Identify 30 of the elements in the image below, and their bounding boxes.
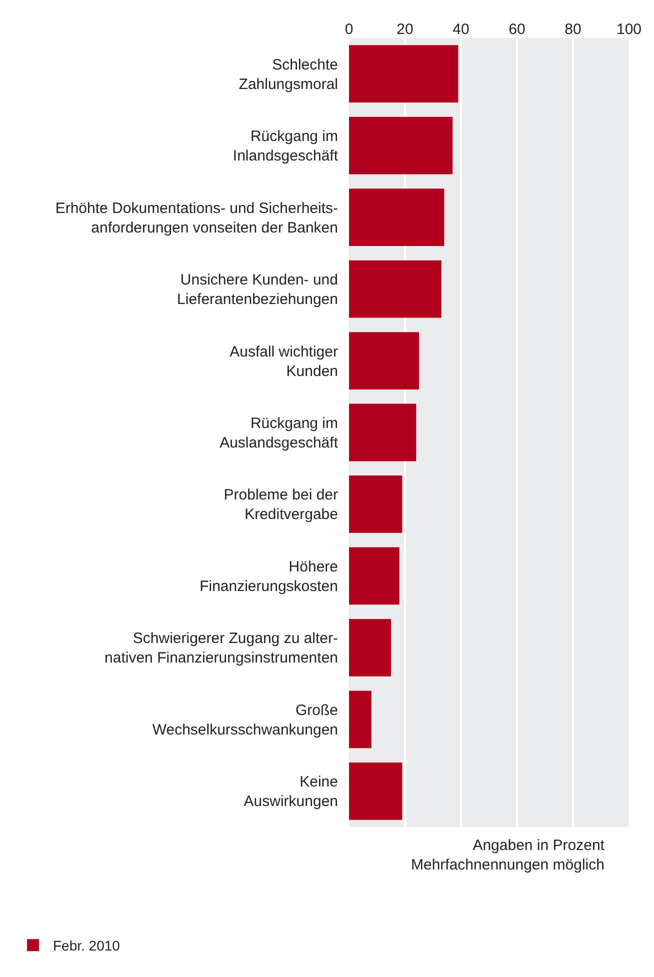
y-tick-label: Rückgang im Auslandsgeschäft <box>220 415 339 452</box>
y-tick-label: Keine Auswirkungen <box>244 774 338 810</box>
text: Angaben in Prozent Mehrfachnennungen möglich <box>411 837 606 874</box>
bar <box>349 404 416 462</box>
x-tick-label: 80 <box>564 21 582 38</box>
x-tick-label: 0 <box>344 21 354 38</box>
y-tick-label: Ausfall wichtiger Kunden <box>230 343 338 380</box>
y-tick-label: Schlechte Zahlungsmoral <box>238 56 338 93</box>
bar <box>349 618 391 676</box>
y-tick-label: Unsichere Kunden- und Lieferantenbeziehungen <box>177 272 338 308</box>
bar <box>349 547 400 605</box>
y-tick-label: Erhöhte Dokumentations- und Sicherheits- anforderungen vonseiten der Banken <box>55 200 338 236</box>
x-tick-label: 60 <box>508 21 526 38</box>
legend-label: Febr. 2010 <box>53 938 120 954</box>
bar <box>349 762 402 820</box>
x-tick-label: 40 <box>452 21 470 38</box>
x-tick-label: 100 <box>616 21 642 38</box>
bar <box>349 332 419 390</box>
bar <box>349 45 458 103</box>
x-tick-label: 20 <box>396 21 414 38</box>
y-tick-label: Rückgang im Inlandsgeschäft <box>232 128 339 165</box>
bar <box>349 476 402 533</box>
y-tick-label: Höhere Finanzierungskosten <box>200 558 338 595</box>
y-tick-label: Große Wechselkursschwankungen <box>152 702 338 738</box>
y-tick-label: Probleme bei der Kreditvergabe <box>224 486 338 524</box>
bar <box>349 260 442 318</box>
bar <box>349 690 372 748</box>
bar <box>349 188 444 246</box>
bar <box>349 116 453 174</box>
y-tick-label: Schwierigerer Zugang zu alter- nativen Finanzierungsinstrumenten <box>104 630 338 667</box>
